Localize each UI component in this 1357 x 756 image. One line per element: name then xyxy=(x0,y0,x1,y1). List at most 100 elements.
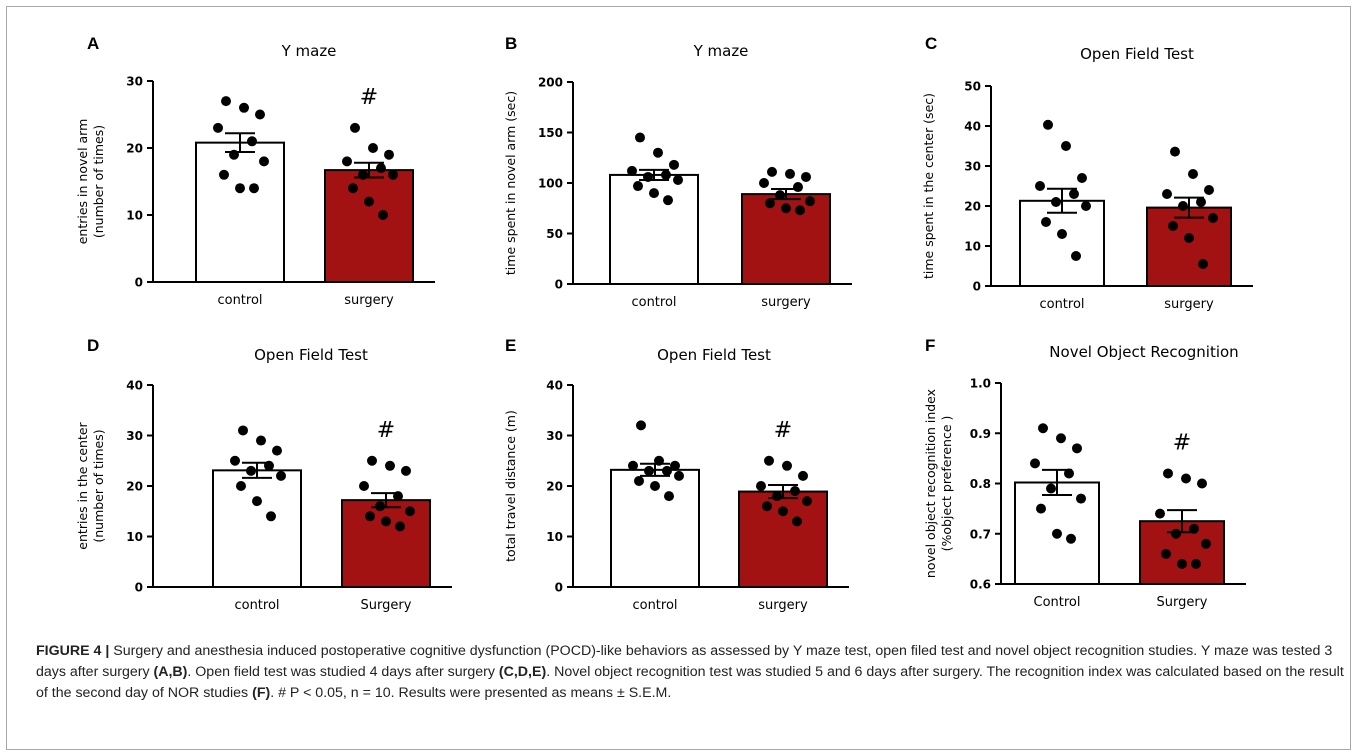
panel-letter: A xyxy=(87,34,99,53)
bar-control xyxy=(195,141,285,283)
data-point xyxy=(653,147,663,158)
data-point xyxy=(674,470,684,481)
y-tick-label: 0 xyxy=(135,276,143,290)
data-point xyxy=(1163,468,1173,479)
data-point xyxy=(634,475,644,486)
panel-letter: D xyxy=(87,336,99,355)
data-point xyxy=(1197,478,1207,489)
data-point xyxy=(252,496,262,507)
data-point xyxy=(256,435,266,446)
y-tick-label: 10 xyxy=(964,240,981,254)
y-tick-label: 0.8 xyxy=(970,477,991,491)
data-point xyxy=(1072,443,1082,454)
data-point xyxy=(266,511,276,522)
y-tick-label: 40 xyxy=(964,120,981,134)
bar-surgery xyxy=(738,490,828,588)
data-point xyxy=(381,516,391,527)
data-point xyxy=(1204,185,1214,195)
x-tick-label: control xyxy=(1039,297,1084,312)
y-tick-label: 0 xyxy=(555,581,563,595)
data-point xyxy=(795,205,805,216)
data-point xyxy=(1071,251,1081,261)
significance-marker: # xyxy=(360,85,378,110)
panel-a: A Y maze 0 10 20 30 entries in novel arm (numbe… xyxy=(75,34,435,308)
x-tick-label: surgery xyxy=(758,598,808,613)
data-point xyxy=(384,149,394,160)
data-point xyxy=(1170,146,1180,157)
bar-surgery xyxy=(324,169,414,283)
data-point xyxy=(358,169,368,180)
y-axis-label: time spent in novel arm (sec) xyxy=(503,91,518,275)
data-point xyxy=(385,460,395,471)
y-tick-label: 10 xyxy=(126,530,143,544)
y-axis-label: (number of times) xyxy=(91,429,106,542)
y-axis-label: (number of times) xyxy=(91,125,106,238)
data-point xyxy=(375,501,385,512)
y-axis-label: total travel distance (m) xyxy=(503,410,518,562)
data-point xyxy=(1171,528,1181,539)
data-point xyxy=(401,465,411,476)
x-tick-label: control xyxy=(234,598,279,613)
y-axis-label: entries in the center xyxy=(75,421,90,549)
data-point xyxy=(246,465,256,476)
data-point xyxy=(365,511,375,522)
x-tick-label: Surgery xyxy=(1157,595,1208,610)
data-point xyxy=(798,470,808,481)
y-tick-label: 0.6 xyxy=(970,578,991,592)
data-point xyxy=(1196,197,1206,207)
chart-title: Open Field Test xyxy=(1080,45,1194,63)
data-point xyxy=(255,109,265,120)
caption-label: FIGURE 4 | xyxy=(36,643,110,659)
y-tick-label: 30 xyxy=(126,429,143,443)
y-tick-label: 30 xyxy=(126,75,143,89)
panel-f: F Novel Object Recognition 0.6 0.7 0.8 0.9 1.0… xyxy=(923,336,1246,610)
panel-letter: B xyxy=(505,34,517,53)
data-point xyxy=(1057,229,1067,239)
y-axis-label: (%object preference ) xyxy=(939,416,954,552)
data-point xyxy=(1198,259,1208,269)
data-point xyxy=(1177,558,1187,569)
data-point xyxy=(793,182,803,193)
data-point xyxy=(1188,169,1198,179)
x-tick-label: control xyxy=(217,293,262,308)
data-point xyxy=(765,198,775,209)
data-point xyxy=(1052,528,1062,539)
data-point xyxy=(1201,538,1211,549)
data-point xyxy=(673,174,683,185)
data-point xyxy=(1061,141,1071,151)
data-point xyxy=(1069,189,1079,199)
data-point xyxy=(1076,493,1086,504)
data-point xyxy=(1038,423,1048,434)
data-point xyxy=(1046,483,1056,494)
y-tick-label: 0 xyxy=(973,280,981,294)
data-point xyxy=(772,491,782,502)
data-point xyxy=(1161,548,1171,559)
data-point xyxy=(393,491,403,502)
data-point xyxy=(801,171,811,182)
data-point xyxy=(247,136,257,147)
data-point xyxy=(785,168,795,179)
data-point xyxy=(669,159,679,170)
data-point xyxy=(805,196,815,207)
data-point xyxy=(759,178,769,188)
data-point xyxy=(1051,197,1061,207)
panel-e: E Open Field Test 0 10 20 30 40 total travel di… xyxy=(503,336,849,613)
data-point xyxy=(229,149,239,160)
y-tick-label: 10 xyxy=(126,209,143,223)
data-point xyxy=(1043,119,1053,130)
x-tick-label: control xyxy=(631,295,676,310)
data-point xyxy=(1035,181,1045,191)
y-tick-label: 30 xyxy=(546,429,563,443)
x-tick-label: Control xyxy=(1034,595,1081,610)
x-tick-label: Surgery xyxy=(361,598,412,613)
caption-text-1: Surgery and anesthesia induced postopera… xyxy=(36,643,1333,680)
data-point xyxy=(764,455,774,466)
data-point xyxy=(650,481,660,491)
data-point xyxy=(1181,473,1191,484)
data-point xyxy=(1162,189,1172,199)
data-point xyxy=(388,169,398,180)
x-tick-label: surgery xyxy=(1164,297,1214,312)
y-tick-label: 20 xyxy=(126,142,143,156)
chart-title: Open Field Test xyxy=(254,346,368,364)
